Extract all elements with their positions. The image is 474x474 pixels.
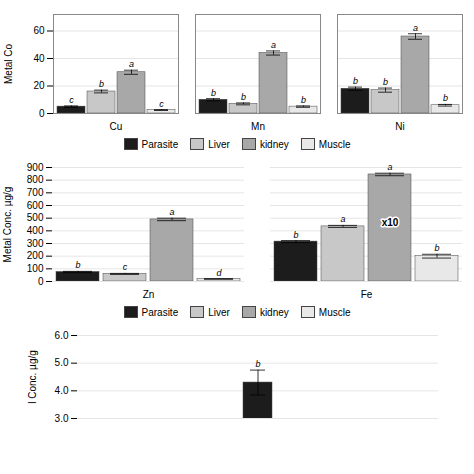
svg-text:700: 700 [27, 187, 44, 198]
svg-text:Metal Co: Metal Co [3, 44, 14, 84]
svg-text:b: b [211, 88, 216, 98]
svg-text:b: b [99, 79, 104, 89]
svg-text:l Conc. µg/g: l Conc. µg/g [27, 350, 38, 404]
svg-text:400: 400 [27, 225, 44, 236]
svg-text:300: 300 [27, 238, 44, 249]
svg-text:a: a [387, 162, 392, 172]
svg-text:a: a [271, 40, 276, 50]
html-text:Liver: Liver [208, 138, 230, 150]
svg-text:Ni: Ni [395, 121, 404, 132]
svg-text:5.0: 5.0 [55, 357, 69, 368]
svg-text:60: 60 [33, 25, 45, 36]
svg-text:800: 800 [27, 174, 44, 185]
svg-text:Cu: Cu [110, 121, 123, 132]
html-text:Parasite: Parasite [141, 138, 179, 150]
svg-text:4.0: 4.0 [55, 385, 69, 396]
svg-text:b: b [443, 93, 448, 103]
svg-text:600: 600 [27, 200, 44, 211]
svg-text:Zn: Zn [143, 289, 155, 300]
svg-text:100: 100 [27, 263, 44, 274]
svg-text:a: a [129, 59, 134, 69]
svg-text:d: d [216, 268, 222, 278]
svg-text:0: 0 [39, 108, 45, 119]
svg-text:20: 20 [33, 80, 45, 91]
html-text:Parasite: Parasite [141, 306, 179, 318]
svg-text:a: a [340, 214, 345, 224]
svg-text:200: 200 [27, 250, 44, 261]
html-text:Liver: Liver [208, 306, 230, 318]
svg-text:b: b [75, 260, 80, 270]
svg-text:c: c [159, 99, 164, 109]
svg-text:b: b [255, 359, 260, 369]
html-text:kidney: kidney [259, 138, 289, 150]
svg-text:b: b [301, 95, 306, 105]
svg-text:500: 500 [27, 212, 44, 223]
html-text:Muscle: Muscle [318, 138, 351, 150]
svg-text:x10: x10 [382, 217, 399, 228]
svg-text:b: b [383, 77, 388, 87]
svg-text:Mn: Mn [251, 121, 265, 132]
svg-text:b: b [293, 230, 298, 240]
svg-text:6.0: 6.0 [55, 330, 69, 341]
svg-text:b: b [434, 243, 439, 253]
svg-text:Metal Conc. µg/g: Metal Conc. µg/g [2, 187, 13, 263]
svg-text:40: 40 [33, 53, 45, 64]
svg-text:Fe: Fe [361, 289, 373, 300]
svg-text:a: a [413, 23, 418, 33]
svg-text:0: 0 [38, 276, 44, 287]
svg-text:a: a [169, 207, 174, 217]
html-text:kidney: kidney [259, 306, 289, 318]
svg-text:3.0: 3.0 [55, 413, 69, 424]
html-text:Muscle: Muscle [318, 306, 351, 318]
svg-text:b: b [241, 92, 246, 102]
svg-text:c: c [123, 262, 128, 272]
svg-text:900: 900 [27, 162, 44, 173]
svg-text:b: b [353, 76, 358, 86]
svg-text:c: c [69, 95, 74, 105]
